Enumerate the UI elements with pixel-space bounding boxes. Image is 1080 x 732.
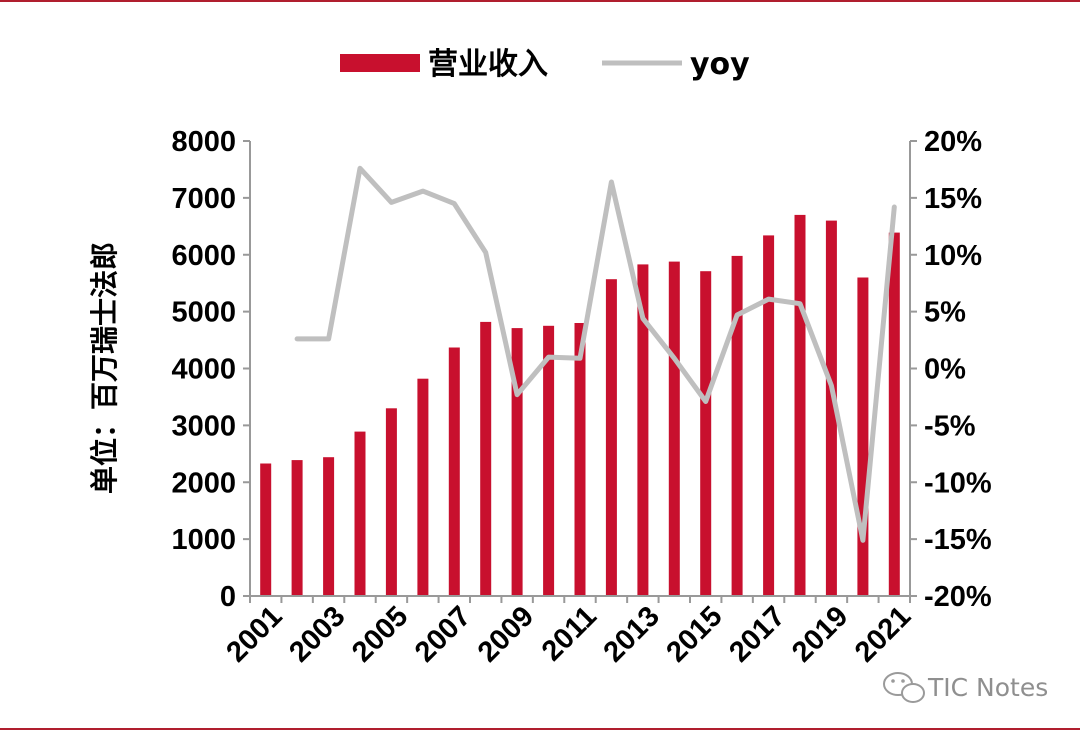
watermark: TIC Notes [883,672,1048,703]
bar-2008 [480,321,492,596]
y-right-tick-label: 5% [924,297,966,329]
bar-2004 [354,431,366,596]
axes [243,140,917,603]
legend-label-yoy: yoy [690,47,750,82]
y-right-tick-label: 0% [924,354,966,386]
bar-2021 [888,232,900,596]
y-left-tick-label: 1000 [171,524,236,556]
line-series-yoy [294,165,897,543]
legend-label-revenue: 营业收入 [428,47,548,82]
bar-2012 [605,279,617,596]
y-right-tick-label: 20% [924,126,982,158]
bar-2007 [448,347,460,596]
x-tick-label: 2019 [786,600,854,668]
bar-2010 [543,325,555,596]
x-tick-label: 2003 [283,600,351,668]
bar-2006 [417,378,429,596]
top-rule [0,0,1080,2]
y-left-tick-label: 0 [220,581,236,613]
bar-2014 [668,261,680,596]
legend-swatch-revenue [340,54,420,72]
bar-series-revenue [260,214,900,596]
y-right-tick-label: 10% [924,240,982,272]
bar-2015 [700,271,712,596]
bar-2016 [731,255,743,596]
x-tick-label: 2011 [536,600,603,667]
y-right-tick-label: -20% [924,581,992,613]
bar-2013 [637,264,649,596]
bar-2019 [825,220,837,596]
y-axis-left-title: 单位：百万瑞士法郎 [88,242,121,494]
bar-2003 [323,457,335,596]
x-tick-label: 2005 [346,600,414,668]
y-left-tick-label: 3000 [171,410,236,442]
watermark-text: TIC Notes [927,673,1048,702]
x-tick-label: 2021 [849,600,917,668]
x-tick-label: 2013 [598,600,666,668]
y-left-tick-label: 4000 [171,354,236,386]
y-right-tick-label: -15% [924,524,992,556]
bar-2018 [794,214,806,596]
y-left-tick-label: 5000 [171,297,236,329]
y-left-tick-label: 7000 [171,183,236,215]
x-tick-label: 2009 [472,600,540,668]
bar-2009 [511,328,523,596]
x-tick-label: 2007 [409,600,477,668]
x-tick-label: 2017 [723,600,791,668]
bottom-rule [0,728,1080,730]
legend: 营业收入 yoy [340,47,750,82]
bar-2005 [385,408,397,596]
bar-2017 [763,235,775,596]
bar-2020 [857,277,869,596]
y-right-tick-label: -5% [924,410,976,442]
wechat-icon [883,672,925,703]
bar-2011 [574,323,586,596]
y-left-tick-label: 2000 [171,467,236,499]
y-right-tick-label: -10% [924,467,992,499]
bar-2001 [260,463,272,596]
y-left-tick-label: 6000 [171,240,236,272]
y-left-tick-label: 8000 [171,126,236,158]
y-right-tick-label: 15% [924,183,982,215]
yoy-line [294,165,897,543]
x-tick-label: 2015 [660,600,728,668]
bar-2002 [291,460,303,596]
